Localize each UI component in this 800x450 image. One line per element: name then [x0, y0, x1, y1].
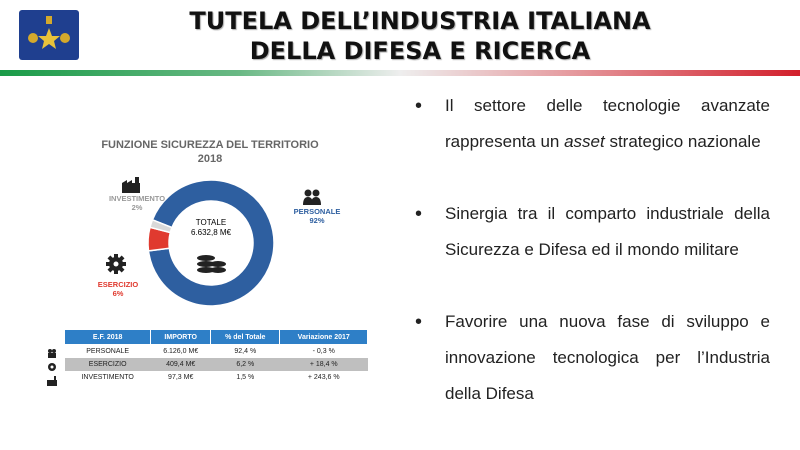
- slice-investimento: [149, 218, 173, 234]
- table-row: ESERCIZIO 409,4 M€ 6,2 % + 18,4 %: [64, 358, 368, 371]
- col-header-importo: IMPORTO: [150, 329, 212, 345]
- donut-center-label: TOTALE: [196, 218, 226, 227]
- label-esercizio-pct: 6%: [112, 289, 124, 298]
- label-esercizio: ESERCIZIO 6%: [88, 280, 148, 298]
- label-personale: PERSONALE 92%: [282, 207, 352, 225]
- label-investimento-pct: 2%: [131, 203, 143, 212]
- table-header-row: E.F. 2018 IMPORTO % del Totale Variazion…: [63, 329, 368, 345]
- bullet-item: • Favorire una nuova fase di sviluppo e …: [415, 304, 770, 412]
- bullet-dot-icon: •: [415, 311, 423, 333]
- factory-icon: [122, 177, 140, 193]
- donut-chart: TOTALE 6.632,8 M€: [106, 177, 321, 307]
- table-cell: PERSONALE: [86, 348, 130, 355]
- bullet-text: Sinergia tra il comparto industriale del…: [445, 204, 770, 259]
- table-row: INVESTIMENTO 97,3 M€ 1,5 % + 243,6 %: [65, 371, 368, 384]
- table-cell: + 18,4 %: [279, 358, 368, 371]
- label-personale-pct: 92%: [309, 216, 325, 225]
- table-cell: 6,2 %: [210, 358, 280, 371]
- bullet-text-end: strategico nazionale: [604, 132, 761, 151]
- label-investimento-name: INVESTIMENTO: [108, 194, 166, 203]
- table-cell: 6.126,0 M€: [163, 348, 199, 355]
- budget-table: E.F. 2018 IMPORTO % del Totale Variazion…: [63, 329, 368, 384]
- slice-personale: [147, 179, 275, 307]
- gear-icon: [106, 254, 126, 274]
- gear-row-icon: [48, 363, 56, 371]
- table-cell: ESERCIZIO: [64, 358, 151, 371]
- chart-title-line-2: 2018: [197, 153, 223, 165]
- bullet-emphasis: asset: [564, 132, 605, 151]
- bullet-text: Favorire una nuova fase di sviluppo e in…: [445, 312, 770, 403]
- col-header-variazione: Variazione 2017: [279, 329, 368, 345]
- bullet-list: • Il settore delle tecnologie avanzate r…: [415, 88, 770, 412]
- bullet-dot-icon: •: [415, 203, 423, 225]
- label-esercizio-name: ESERCIZIO: [97, 280, 139, 289]
- bullet-item: • Sinergia tra il comparto industriale d…: [415, 196, 770, 268]
- emblem-logo: [19, 10, 79, 60]
- table-cell: + 243,6 %: [307, 374, 340, 381]
- col-header-ef: E.F. 2018: [63, 329, 152, 345]
- title-line-2: DELLA DIFESA E RICERCA: [249, 37, 591, 65]
- label-personale-name: PERSONALE: [293, 207, 341, 216]
- chart-title-line-1: FUNZIONE SICUREZZA DEL TERRITORIO: [101, 139, 319, 151]
- table-cell: INVESTIMENTO: [81, 374, 134, 381]
- table-cell: 409,4 M€: [150, 358, 211, 371]
- table-cell: 92,4 %: [234, 348, 257, 355]
- col-header-pct: % del Totale: [210, 329, 281, 345]
- table-row: PERSONALE 6.126,0 M€ 92,4 % - 0,3 %: [65, 345, 368, 359]
- bullet-item: • Il settore delle tecnologie avanzate r…: [415, 88, 770, 160]
- bullet-text: Il settore delle tecnologie avanzate rap…: [445, 96, 770, 151]
- people-row-icon: [48, 349, 56, 358]
- flag-divider: [0, 70, 800, 76]
- people-icon: [303, 189, 321, 205]
- factory-row-icon: [47, 376, 57, 386]
- title-line-1: TUTELA DELL’INDUSTRIA ITALIANA: [189, 7, 651, 35]
- page-title: TUTELA DELL’INDUSTRIA ITALIANA DELLA DIF…: [90, 6, 750, 66]
- table-cell: 1,5 %: [236, 374, 255, 381]
- label-investimento: INVESTIMENTO 2%: [97, 194, 177, 212]
- table-cell: - 0,3 %: [312, 348, 335, 355]
- table-cell: 97,3 M€: [168, 374, 194, 381]
- bullet-dot-icon: •: [415, 95, 423, 117]
- coins-icon: [197, 255, 226, 273]
- chart-title: FUNZIONE SICUREZZA DEL TERRITORIO 2018: [60, 138, 360, 166]
- donut-center-value: 6.632,8 M€: [191, 228, 232, 237]
